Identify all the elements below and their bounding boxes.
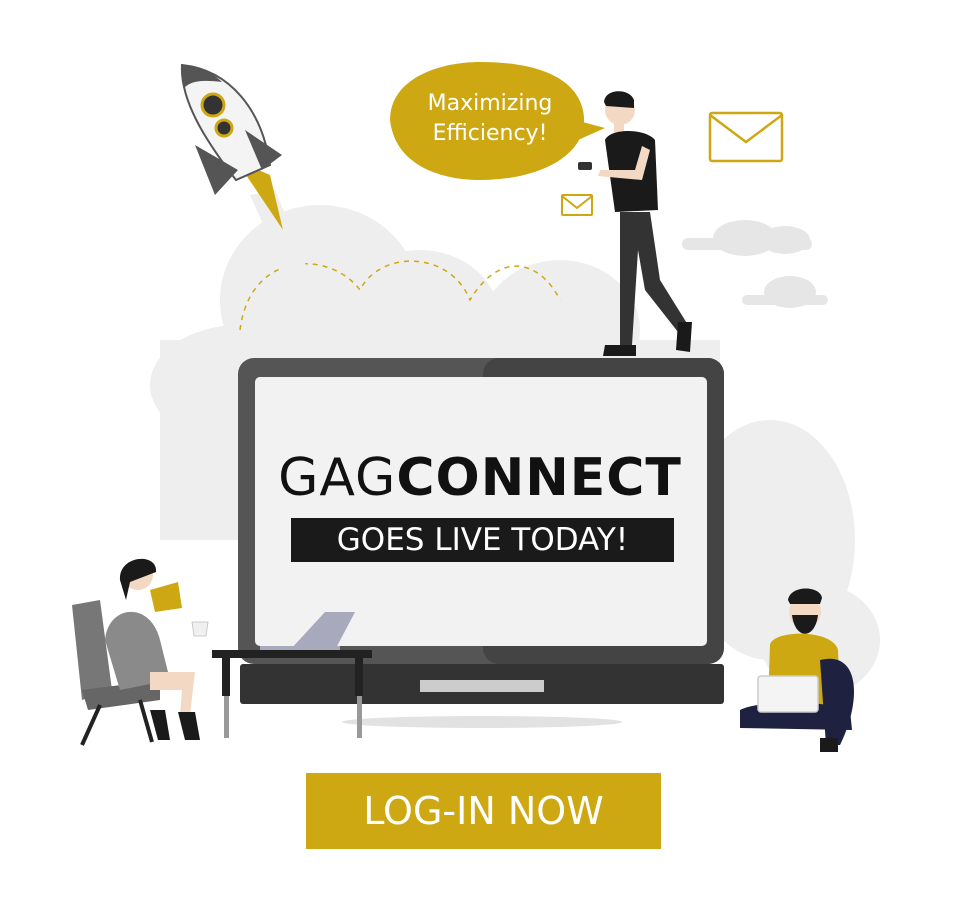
speech-bubble-line1: Maximizing: [427, 91, 553, 116]
tagline-banner: GOES LIVE TODAY!: [291, 518, 674, 562]
man-with-phone: [578, 91, 692, 356]
brand-divider: [291, 508, 674, 510]
rocket-icon: [180, 63, 345, 362]
big-laptop: [238, 358, 724, 728]
envelope-icon: [708, 111, 784, 163]
brand-logo: GAGCONNECT: [255, 448, 705, 508]
brand-light: GAG: [278, 448, 397, 508]
envelope-icon: [561, 194, 593, 216]
small-cloud-icon: [682, 220, 812, 256]
small-cloud-icon: [742, 276, 828, 308]
speech-bubble-text: Maximizing Efficiency!: [400, 89, 580, 149]
login-button[interactable]: LOG-IN NOW: [306, 773, 661, 849]
side-table: [212, 612, 372, 738]
speech-bubble-line2: Efficiency!: [432, 121, 548, 146]
man-with-laptop: [740, 588, 854, 752]
speech-bubble: [390, 62, 605, 180]
brand-bold: CONNECT: [396, 448, 682, 508]
woman-reading: [72, 558, 209, 746]
